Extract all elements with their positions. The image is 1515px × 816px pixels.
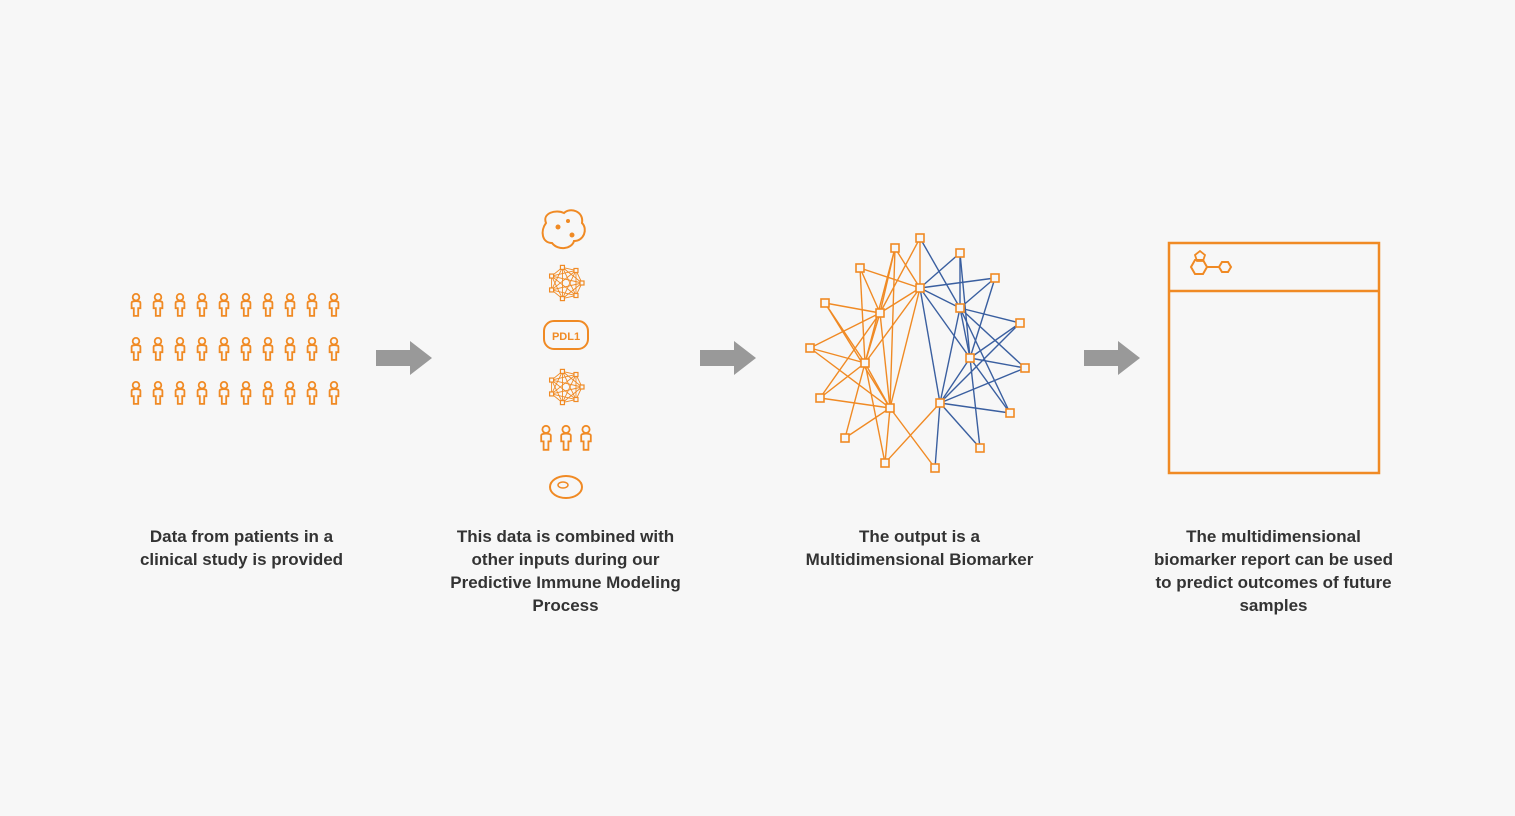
arrow-1: [362, 198, 446, 518]
report-icon: [1159, 198, 1389, 518]
network-icon: [770, 198, 1070, 518]
step-patients: Data from patients in a clinical study i…: [122, 198, 362, 572]
caption-patients: Data from patients in a clinical study i…: [122, 526, 362, 572]
pdl1-label: PDL1: [551, 331, 579, 343]
inputs-icon-stack: PDL1: [526, 198, 606, 518]
step-network: The output is a Multidimensional Biomark…: [770, 198, 1070, 572]
arrow-3: [1070, 198, 1154, 518]
caption-network: The output is a Multidimensional Biomark…: [800, 526, 1040, 572]
process-flow: Data from patients in a clinical study i…: [122, 198, 1394, 618]
step-inputs: PDL1 This data is combined with other in…: [446, 198, 686, 618]
step-report: The multidimensional biomarker report ca…: [1154, 198, 1394, 618]
caption-inputs: This data is combined with other inputs …: [446, 526, 686, 618]
caption-report: The multidimensional biomarker report ca…: [1154, 526, 1394, 618]
patients-icon: [122, 198, 362, 518]
arrow-2: [686, 198, 770, 518]
